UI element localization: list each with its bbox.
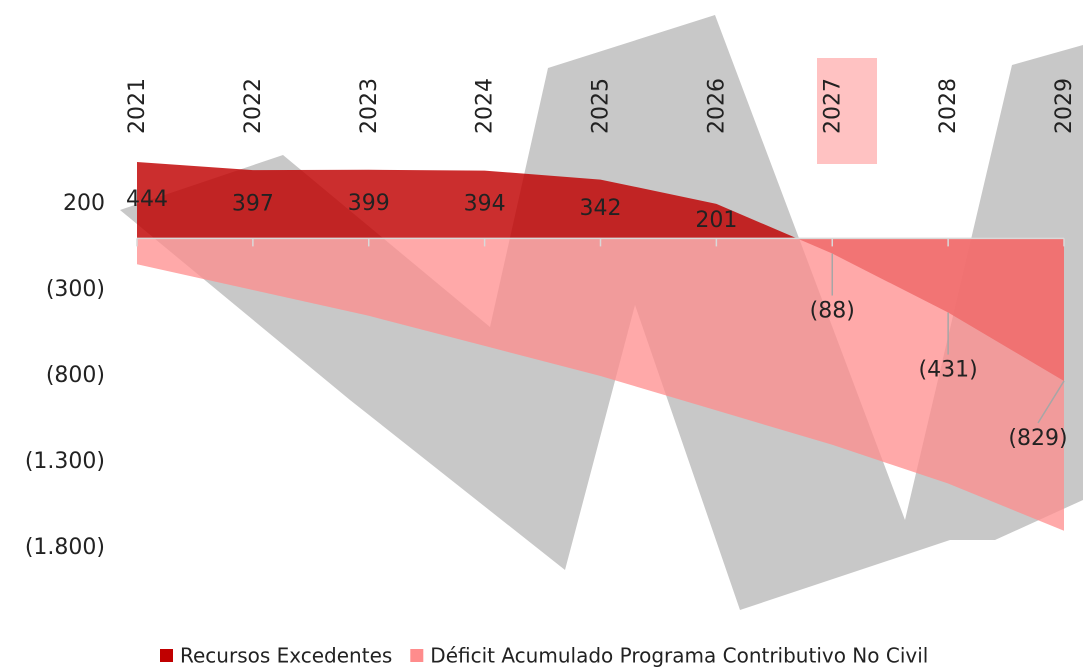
x-tick-label: 2028 xyxy=(936,78,961,134)
x-tick-label: 2021 xyxy=(125,78,150,134)
y-tick-label: (300) xyxy=(46,277,105,302)
data-label: (829) xyxy=(1008,426,1067,451)
data-label: 399 xyxy=(348,191,390,216)
data-label: 397 xyxy=(232,191,274,216)
x-tick-label: 2029 xyxy=(1052,78,1077,134)
y-tick-label: (1.800) xyxy=(25,535,105,560)
legend-label: Recursos Excedentes xyxy=(180,644,392,667)
x-tick-label: 2024 xyxy=(473,78,498,134)
x-tick-label: 2025 xyxy=(589,78,614,134)
x-tick-label: 2027 xyxy=(820,78,845,134)
y-tick-label: 200 xyxy=(63,191,105,216)
y-tick-label: (1.300) xyxy=(25,449,105,474)
legend-marker xyxy=(410,649,423,662)
data-label: 201 xyxy=(695,208,737,233)
legend-marker xyxy=(160,649,173,662)
data-label: 342 xyxy=(580,196,622,221)
y-tick-label: (800) xyxy=(46,363,105,388)
x-tick-label: 2022 xyxy=(241,78,266,134)
data-label: 444 xyxy=(126,187,168,212)
x-tick-label: 2023 xyxy=(357,78,382,134)
data-label: 394 xyxy=(464,192,506,217)
data-label: (431) xyxy=(919,358,978,383)
legend-label: Déficit Acumulado Programa Contributivo … xyxy=(430,644,928,667)
chart: 200 (300) (800) (1.300) (1.800) 2021 2022 2023 2… xyxy=(0,0,1083,667)
data-label: (88) xyxy=(810,299,855,324)
x-tick-label: 2026 xyxy=(704,78,729,134)
